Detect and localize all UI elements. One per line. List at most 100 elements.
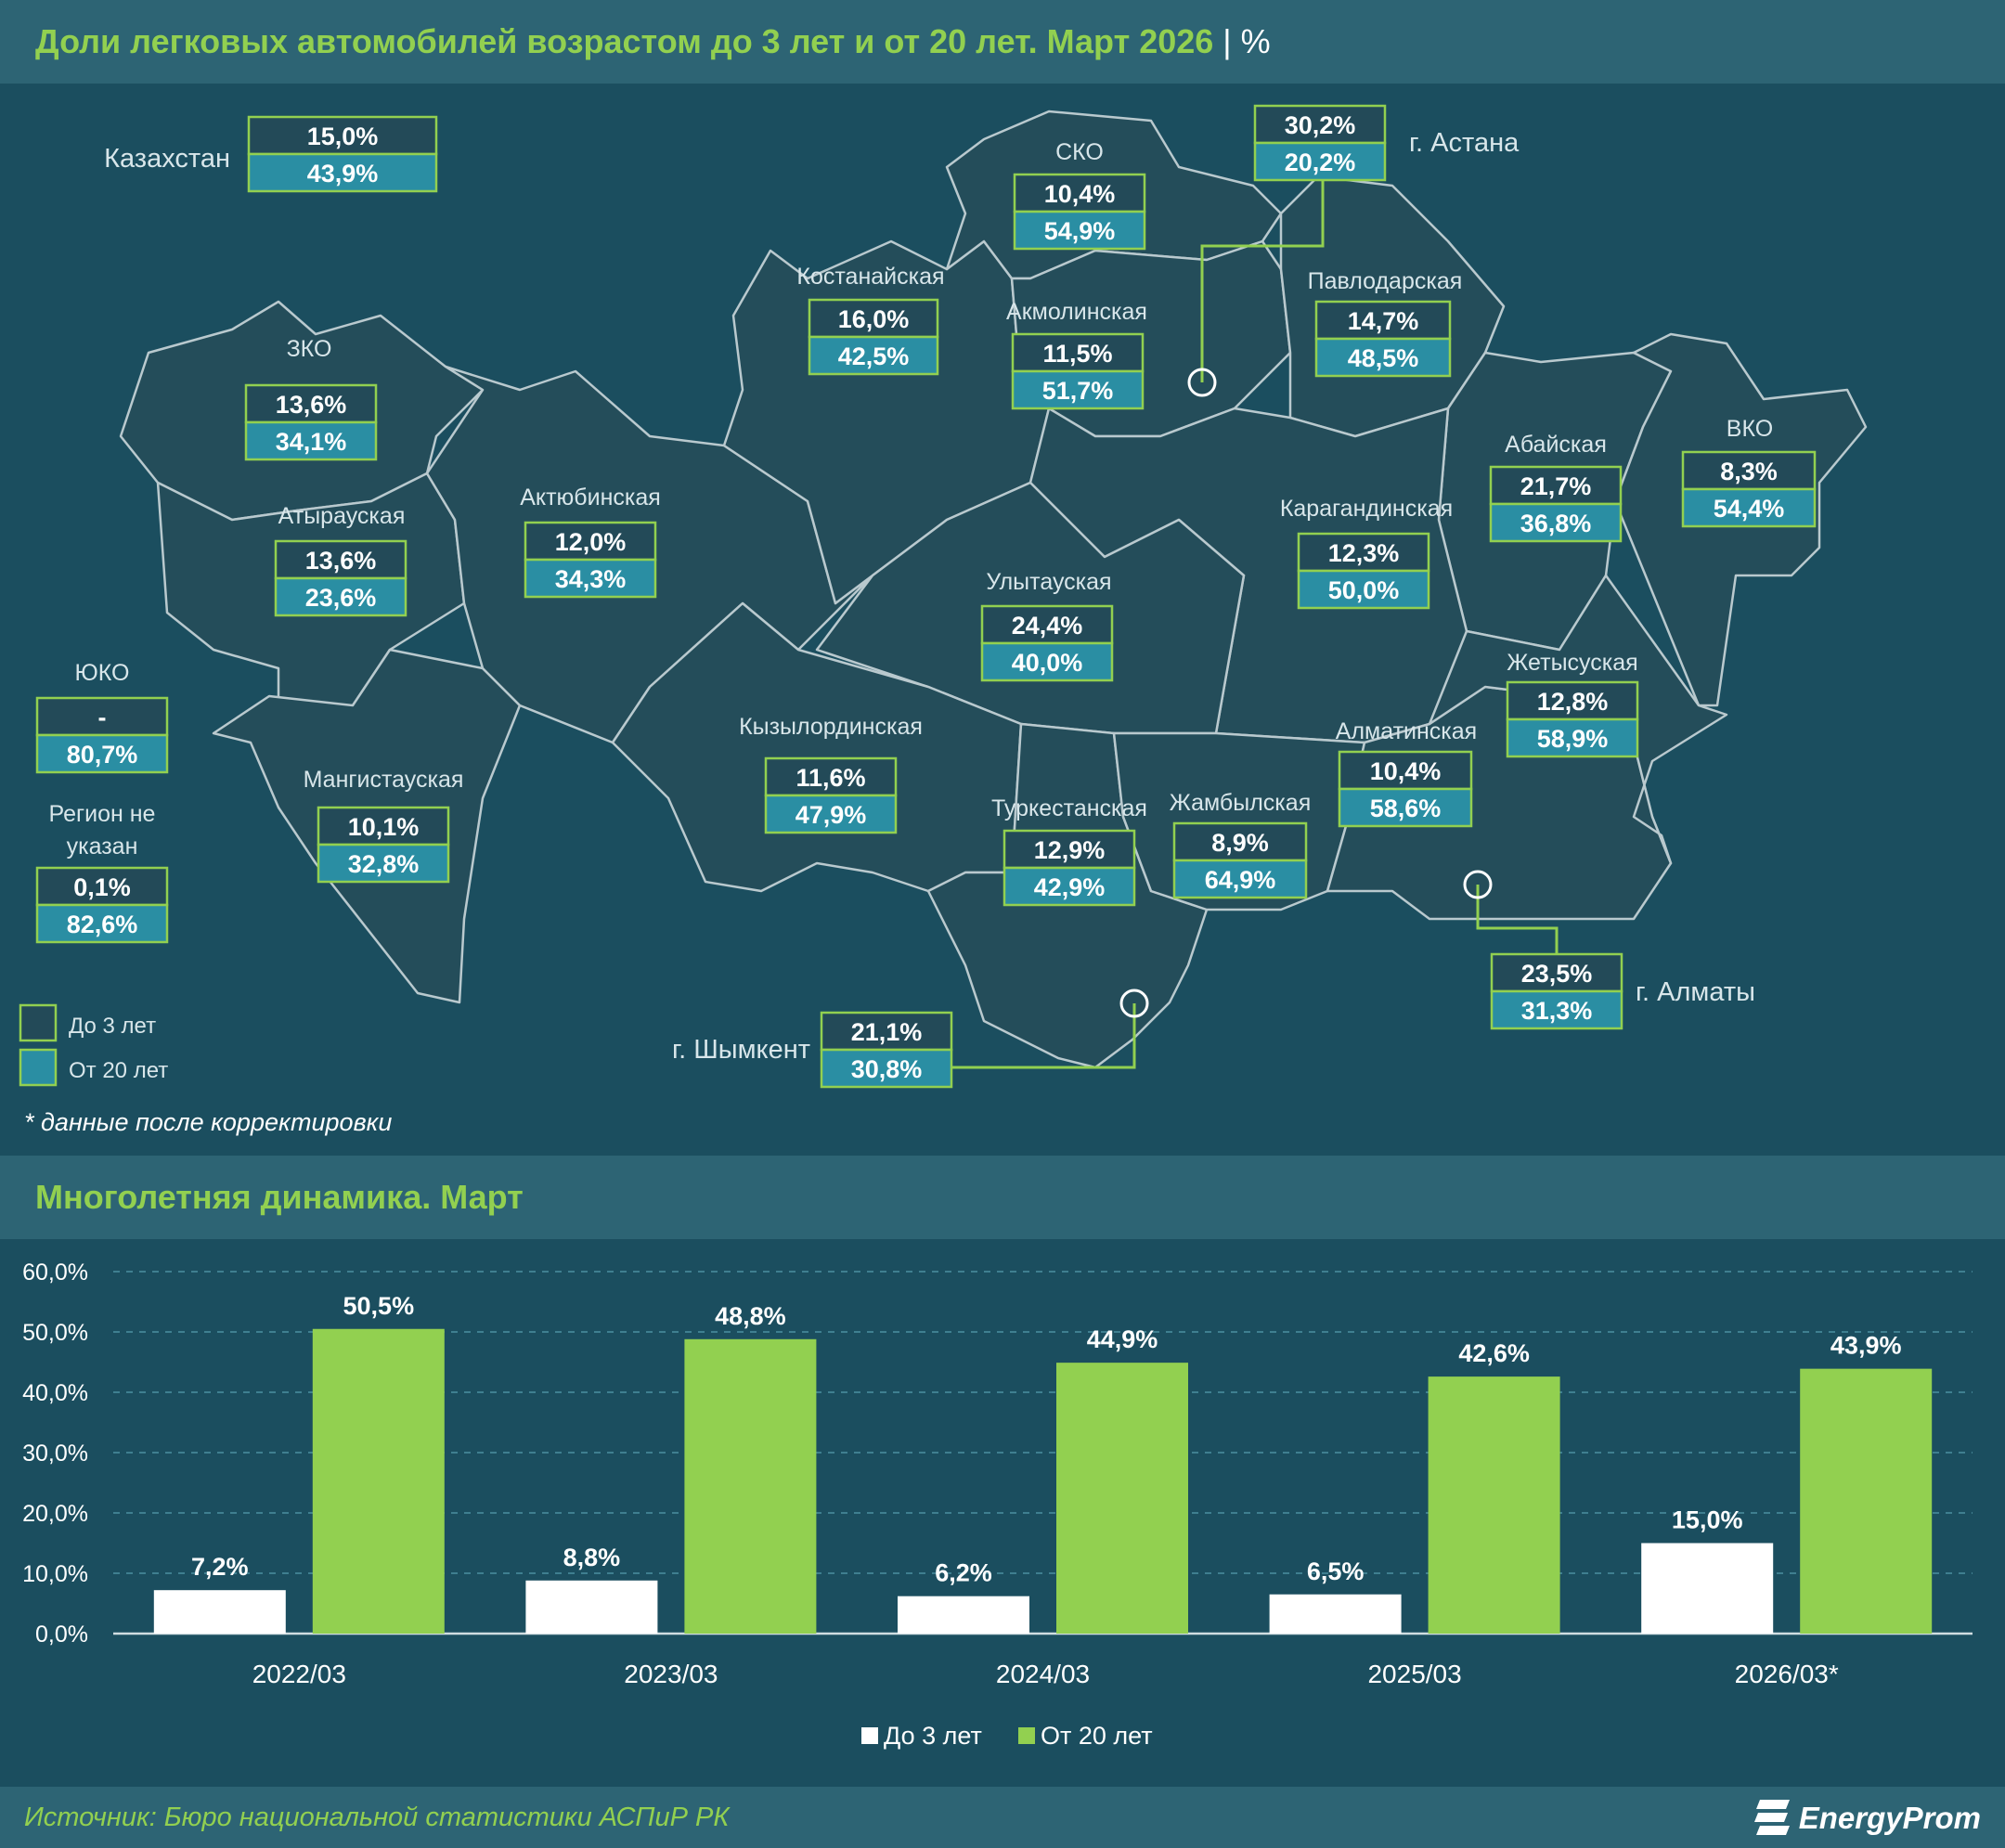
almaty-leader-line [1476,885,1559,956]
region-14-under3-value: 12,9% [1034,836,1106,864]
title-unit: | % [1222,22,1271,60]
region-7-under3-value: 30,2% [1285,111,1356,139]
region-10-over20-value: 54,4% [1714,495,1785,523]
region-0-over20-value: 34,1% [276,428,347,456]
legend-label: От 20 лет [1041,1722,1153,1750]
bar-over20 [684,1338,817,1634]
region-20-under3-value: - [98,704,107,731]
city-markers [951,176,1559,1069]
legend-label-under3: До 3 лет [69,1014,156,1039]
region-7-label: г. Астана [1409,128,1520,158]
region-4-label: Костанайская [796,264,944,290]
bar-data-label: 48,8% [715,1302,786,1330]
y-tick-label: 40,0% [22,1380,88,1406]
region-19-label: г. Шымкент [672,1035,810,1065]
region-5-over20-cell [1013,210,1146,251]
region-15-over20-cell [1172,859,1308,899]
map-title: Доли легковых автомобилей возрастом до 3… [35,0,1271,84]
region-14-over20-value: 42,9% [1034,873,1106,901]
region-1-label: Атырауская [278,503,406,529]
region-11-under3-cell [1297,532,1430,573]
energyprom-logo-icon [1753,1800,1790,1835]
region-14-label: Туркестанская [991,795,1147,821]
bar-chart: 0,0% 10,0% 20,0% 30,0% 40,0% 50,0% 60,0% 7,2% 50… [22,1260,1973,1750]
legend-swatch [1018,1727,1035,1744]
map-footnote: * данные после корректировки [24,1108,392,1136]
region-11-over20-cell [1297,569,1430,610]
region-16-label: Алматинская [1336,718,1477,744]
region-8-under3-value: 14,7% [1348,307,1419,335]
region-1-under3-cell [274,539,407,580]
region-16-over20-cell [1338,787,1473,828]
x-category-label: 2025/03 [1367,1660,1461,1688]
region-13-under3-value: 11,6% [796,764,865,792]
region-13-over20-cell [764,794,898,834]
source-note: Источник: Бюро национальной статистики А… [24,1803,730,1832]
region-1-under3-value: 13,6% [305,547,377,575]
region-21-label-line2: указан [67,834,138,859]
region-2-over20-cell [317,843,450,884]
map-panel: ЗКО 13,6% 34,1% Атырауская 13,6% 23,6% Мангист… [0,84,2005,1156]
region-10-under3-cell [1681,450,1817,491]
region-7-over20-value: 20,2% [1285,149,1356,176]
region-0-under3-cell [244,383,378,424]
region-3-under3-value: 12,0% [555,528,627,556]
region-6-under3-value: 11,5% [1042,340,1112,368]
region-19-under3-value: 21,1% [851,1018,923,1046]
region-7-over20-cell [1253,141,1387,182]
bar-data-label: 44,9% [1087,1325,1158,1353]
legend-swatch-over20 [19,1048,58,1087]
region-20-label: ЮКО [75,660,130,686]
kazakhstan-under3-value: 15,0% [307,123,379,150]
region-17-over20-cell [1506,717,1639,758]
kazakhstan-over20-cell [247,152,438,193]
shymkent-marker [1119,989,1149,1018]
region-10-label: ВКО [1727,416,1773,442]
map-title-text: Доли легковых автомобилей возрастом до 3… [35,22,1214,60]
astana-marker [1187,368,1217,397]
y-tick-label: 50,0% [22,1320,88,1346]
region-4-under3-value: 16,0% [838,305,910,333]
title-unit-value: % [1240,22,1271,60]
region-21-over20-cell [35,903,169,944]
region-20-over20-cell [35,733,169,774]
region-19-over20-value: 30,8% [851,1055,923,1083]
chart-header-bar: Многолетняя динамика. Март [0,1156,2005,1239]
almaty-marker [1463,870,1493,899]
y-tick-label: 10,0% [22,1561,88,1587]
map-legend: До 3 лет От 20 лет [19,1003,168,1087]
region-12-over20-value: 40,0% [1012,649,1083,677]
region-4-over20-cell [808,335,939,376]
bar-under3 [1641,1543,1774,1634]
region-16-over20-value: 58,6% [1370,795,1442,822]
legend-label: До 3 лет [884,1722,982,1750]
kazakhstan-label: Казахстан [104,144,230,174]
region-18-over20-value: 31,3% [1521,997,1593,1025]
region-5-over20-value: 54,9% [1044,217,1116,245]
region-12-label: Улытауская [986,569,1111,595]
region-21-over20-value: 82,6% [67,911,138,938]
region-21-label: Регион не [49,801,156,827]
kazakhstan-over20-value: 43,9% [307,160,379,187]
legend-swatch-under3 [19,1003,58,1042]
region-9-under3-value: 21,7% [1520,472,1592,500]
astana-leader-line [1200,176,1325,382]
region-0-label: ЗКО [287,336,332,362]
region-18-under3-value: 23,5% [1521,960,1593,988]
shymkent-leader-line [951,1003,1136,1069]
legend-swatch [861,1727,878,1744]
region-13-over20-value: 47,9% [796,801,867,829]
bar-over20 [1800,1368,1933,1634]
bar-under3 [1269,1594,1402,1634]
region-0-over20-cell [244,420,378,461]
region-10-under3-value: 8,3% [1720,458,1778,485]
region-13-label: Кызылординская [739,714,923,740]
bar-under3 [153,1590,286,1634]
region-3-over20-value: 34,3% [555,565,627,593]
y-tick-label: 60,0% [22,1260,88,1286]
region-3-under3-cell [524,521,657,562]
bar-data-label: 8,8% [563,1544,621,1571]
chart-title: Многолетняя динамика. Март [35,1178,524,1216]
region-11-under3-value: 12,3% [1328,539,1400,567]
bar-data-label: 7,2% [191,1553,249,1581]
